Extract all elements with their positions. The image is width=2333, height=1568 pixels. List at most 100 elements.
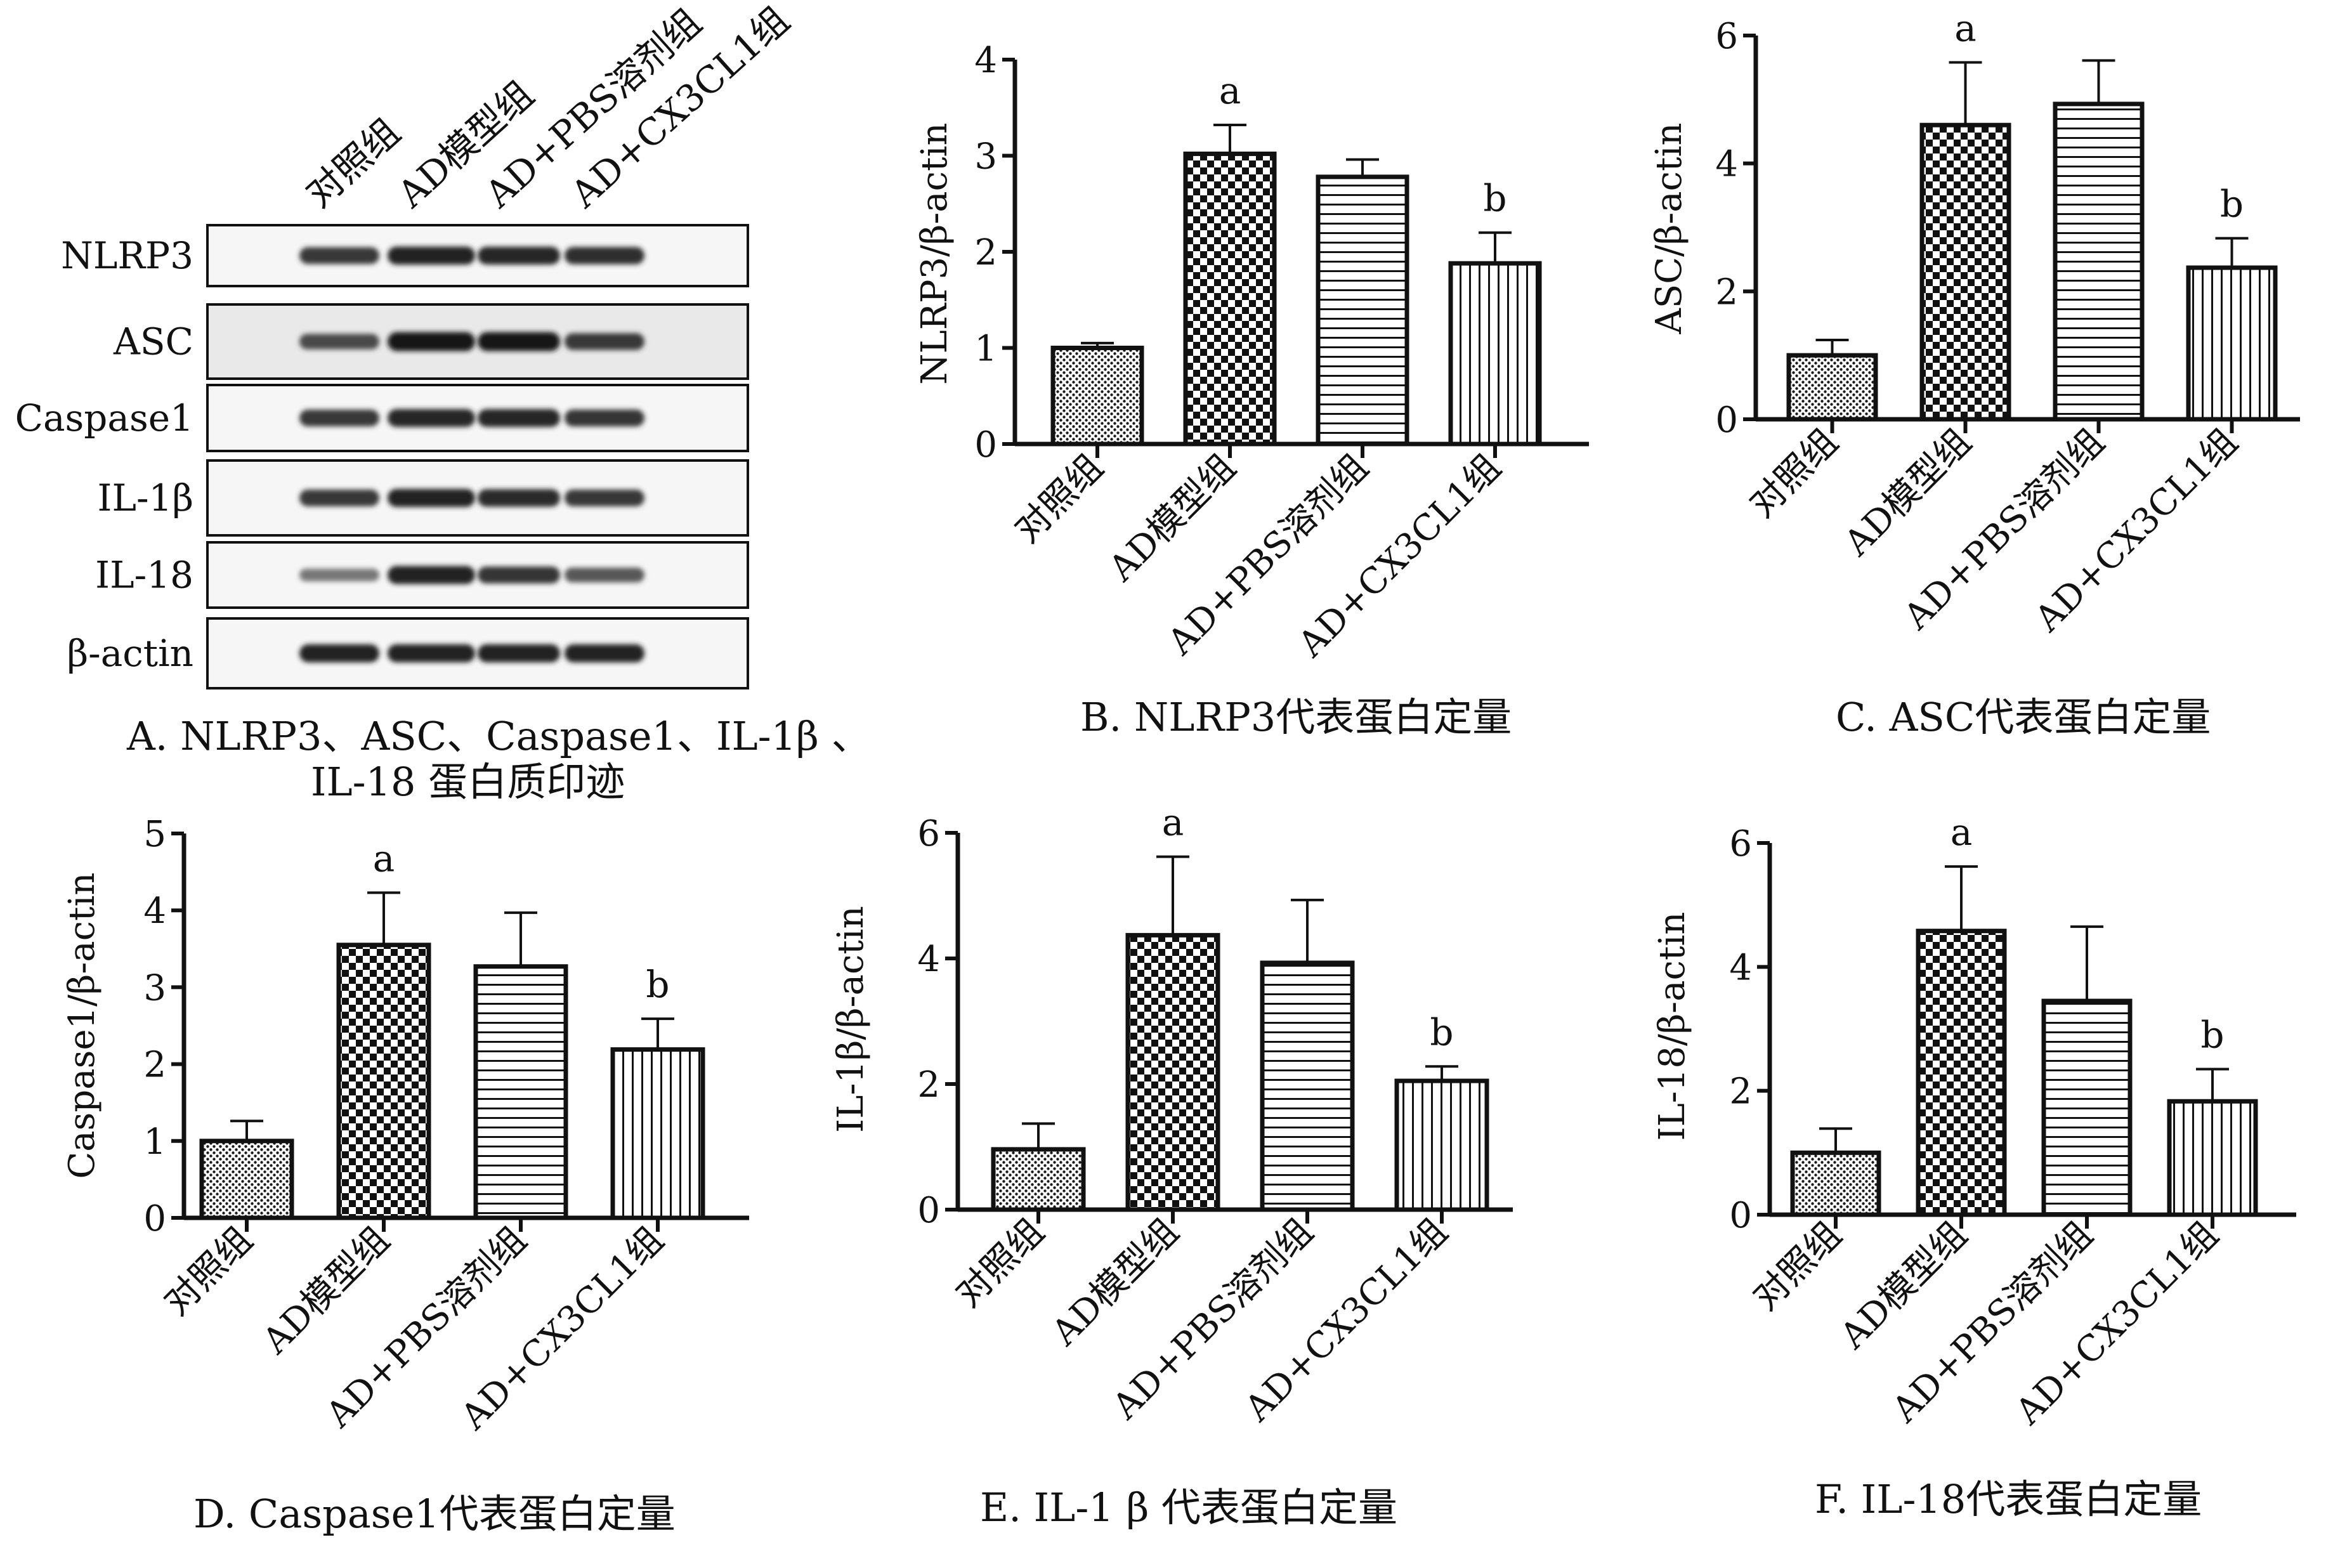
bar	[2041, 998, 2133, 1217]
bar	[1786, 353, 1878, 422]
bar	[199, 1139, 294, 1220]
y-axis-label: ASC/β-actin	[1649, 122, 1690, 334]
chart-f: 0246IL-18/β-actin对照组aAD模型组AD+PBS溶剂组bAD+C…	[1652, 811, 2296, 1433]
y-tick-label: 4	[974, 40, 997, 81]
blot-row-label: β-actin	[67, 632, 193, 675]
bar	[991, 1147, 1086, 1212]
bar	[1394, 1078, 1489, 1212]
blot-band	[565, 409, 644, 427]
blot-band	[299, 409, 379, 427]
y-tick-label: 4	[917, 939, 940, 980]
y-tick-label: 4	[1729, 947, 1752, 988]
bar	[336, 943, 431, 1220]
chart-c: 0246ASC/β-actin对照组aAD模型组AD+PBS溶剂组bAD+CX3…	[1649, 6, 2300, 640]
y-tick-label: 2	[1729, 1071, 1752, 1113]
y-axis-label: IL-18/β-actin	[1652, 912, 1693, 1141]
y-tick-label: 6	[917, 813, 940, 854]
bar	[1050, 346, 1144, 447]
significance-label: a	[1219, 69, 1241, 112]
bar	[2053, 101, 2145, 422]
blot-row-label: IL-1β	[98, 476, 193, 519]
chart-f-caption: F. IL-18代表蛋白定量	[1815, 1476, 2202, 1522]
category-label: 对照组	[1742, 421, 1846, 526]
chart-c-caption: C. ASC代表蛋白定量	[1836, 694, 2211, 740]
significance-label: b	[2220, 183, 2244, 226]
y-tick-label: 6	[1729, 823, 1752, 865]
y-tick-label: 6	[1715, 16, 1738, 57]
y-axis-label: IL-1β/β-actin	[830, 906, 872, 1133]
y-tick-label: 2	[1715, 271, 1738, 313]
blot-lane-label: 对照组	[297, 110, 408, 216]
chart-d-caption: D. Caspase1代表蛋白定量	[193, 1491, 676, 1537]
y-tick-label: 2	[974, 232, 997, 273]
y-tick-label: 0	[974, 424, 997, 466]
blot-band	[388, 644, 475, 663]
y-tick-label: 2	[143, 1045, 166, 1086]
blot-band	[565, 489, 644, 507]
blot-band	[565, 333, 644, 350]
blot-band	[478, 408, 560, 428]
blot-band	[299, 334, 379, 350]
bar	[1183, 151, 1277, 447]
chart-b: 01234NLRP3/β-actin对照组aAD模型组AD+PBS溶剂组bAD+…	[914, 40, 1589, 665]
blot-row-label: IL-18	[95, 554, 193, 597]
significance-label: a	[1951, 811, 1973, 854]
blot-band	[388, 488, 475, 507]
blot-band	[299, 489, 379, 507]
category-label: AD模型组	[1836, 421, 1980, 565]
blot-band	[478, 489, 560, 507]
blot-band	[565, 567, 644, 583]
chart-e: 0246IL-1β/β-actin对照组aAD模型组AD+PBS溶剂组bAD+C…	[830, 801, 1513, 1430]
significance-label: b	[646, 963, 669, 1006]
y-tick-label: 5	[143, 814, 166, 855]
category-label: 对照组	[156, 1219, 261, 1324]
bar	[1260, 960, 1355, 1212]
blot-row-label: Caspase1	[15, 396, 193, 440]
blot-band	[478, 246, 560, 265]
bar	[473, 964, 568, 1220]
significance-label: a	[1162, 801, 1184, 844]
y-tick-label: 0	[1715, 400, 1738, 441]
chart-d: 012345Caspase1/β-actin对照组aAD模型组AD+PBS溶剂组…	[62, 814, 749, 1438]
blot-caption-line2: IL-18 蛋白质印迹	[311, 759, 625, 805]
blot-band	[388, 332, 475, 351]
category-label: 对照组	[948, 1211, 1052, 1316]
y-tick-label: 0	[917, 1190, 940, 1231]
bar	[1316, 174, 1409, 447]
chart-e-caption: E. IL-1 β 代表蛋白定量	[980, 1484, 1397, 1531]
category-label: AD模型组	[1043, 1211, 1187, 1354]
chart-b-caption: B. NLRP3代表蛋白定量	[1080, 694, 1512, 740]
y-tick-label: 4	[143, 891, 166, 932]
significance-label: a	[1954, 6, 1977, 49]
significance-label: a	[373, 837, 395, 880]
bar	[2186, 265, 2278, 422]
y-axis-label: Caspase1/β-actin	[62, 872, 103, 1179]
category-label: AD模型组	[1101, 447, 1244, 590]
y-tick-label: 3	[143, 967, 166, 1009]
blot-band	[478, 332, 560, 351]
bar	[1448, 261, 1542, 447]
category-label: 对照组	[1745, 1214, 1850, 1319]
y-tick-label: 0	[143, 1198, 166, 1239]
western-blot-panel: 对照组AD模型组AD+PBS溶剂组AD+CX3CL1组NLRP3ASCCaspa…	[15, 0, 797, 689]
bar	[1790, 1150, 1881, 1217]
significance-label: b	[1430, 1010, 1453, 1054]
blot-band	[478, 566, 560, 584]
y-axis-label: NLRP3/β-actin	[914, 122, 955, 384]
bar	[610, 1047, 705, 1220]
bar	[2167, 1099, 2258, 1217]
y-tick-label: 4	[1715, 144, 1738, 185]
blot-band	[565, 247, 644, 265]
y-tick-label: 3	[974, 136, 997, 178]
blot-band	[299, 644, 379, 663]
blot-row-label: ASC	[113, 320, 193, 363]
bar	[1125, 932, 1220, 1212]
blot-band	[388, 566, 475, 584]
bar	[1916, 929, 2007, 1217]
blot-band	[299, 568, 379, 582]
significance-label: b	[1483, 177, 1506, 220]
blot-band	[388, 408, 475, 428]
bar	[1919, 122, 2011, 422]
